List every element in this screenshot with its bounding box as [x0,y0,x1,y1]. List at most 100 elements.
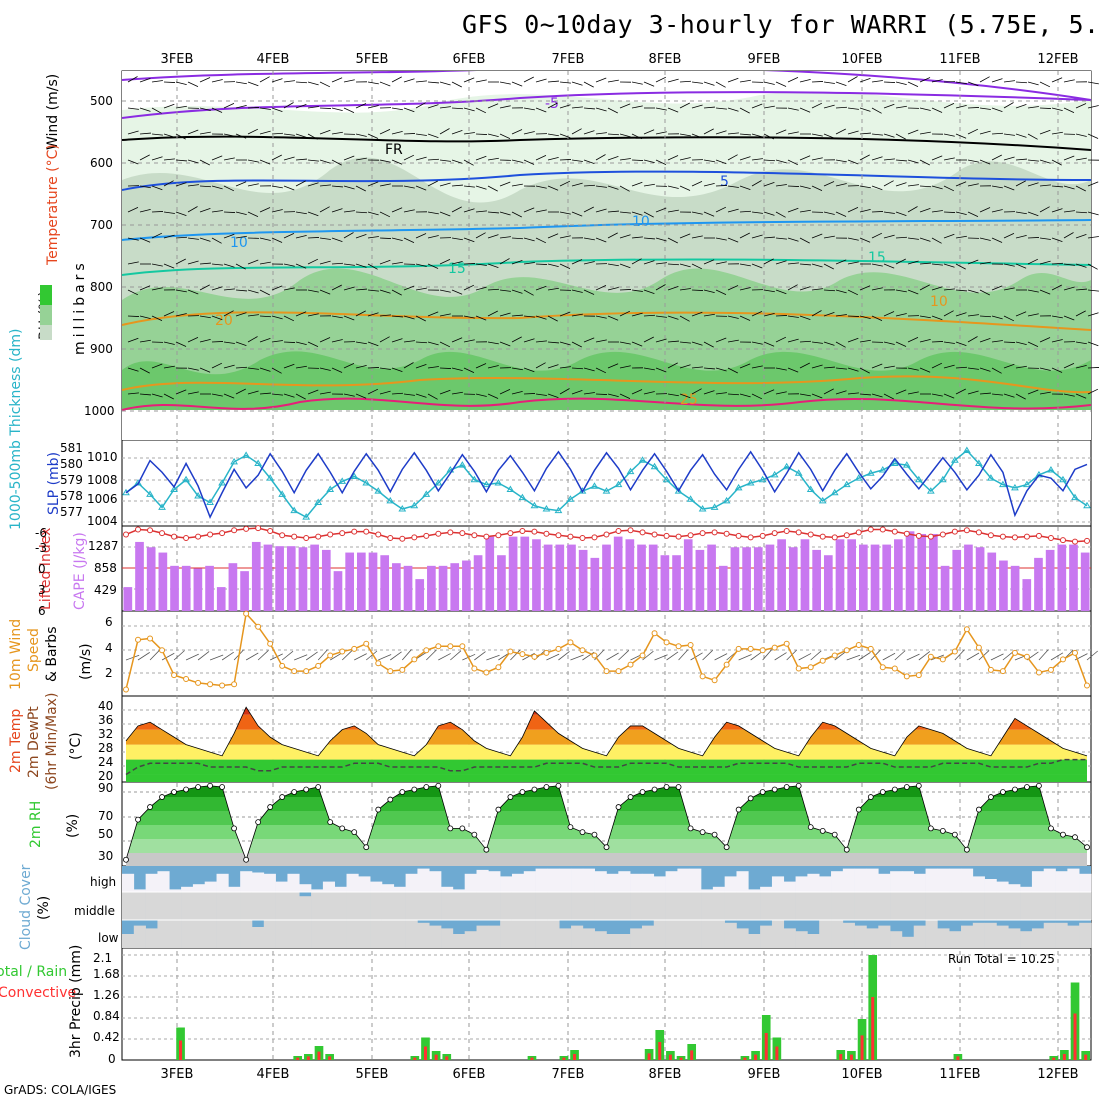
wind-barb [583,206,594,213]
wind-barb [583,81,594,88]
wind-barb [163,393,174,400]
wind10-barb [714,653,728,661]
wind-barb [211,393,223,397]
wind-barb [703,341,714,348]
cloud-low-cell [771,920,785,948]
wind-barb [415,287,427,291]
wind10-speed-line-point [291,668,298,675]
wind-barb [631,289,643,292]
thickness-line-point [410,501,419,509]
lifted-index-line-point [1035,532,1042,539]
cape-bar [450,563,460,611]
wind-barb [991,132,1004,135]
wind-barb [1015,393,1026,400]
cape-bar [228,563,238,611]
cape-tick: 429 [94,583,117,597]
wind10-speed-line-point [327,652,334,659]
wind10-speed-line-point [171,672,178,679]
cloud-low-cell [511,920,525,948]
wind-barb [523,393,536,395]
wind-barb [667,362,678,369]
cloud-low-cell [937,928,950,948]
cape-bar [135,541,144,611]
wind-barb [559,104,571,109]
lifted-index-line-point [675,533,682,540]
cape-bar [275,546,284,611]
wind-barb [895,211,907,216]
wind-barb [331,262,344,265]
wind-barb [703,259,715,265]
wind-barb [703,128,714,135]
cloud-high-cell [653,876,666,892]
wind-barb [367,263,378,270]
cloud-high-cell [228,886,241,892]
chart-title: GFS 0~10day 3-hourly for WARRI (5.75E, 5… [462,10,1100,39]
thickness-line-point [770,470,779,478]
cape-bar [859,544,868,611]
wind-barb [907,184,919,187]
wind-barb [211,210,223,213]
wind-barb [967,289,979,294]
thickness-line-point [806,485,815,492]
lifted-index-line-point [219,530,226,537]
thickness-line-point [950,456,959,463]
cloud-middle-cell [523,892,536,920]
wind-barb [415,102,426,109]
thickness-line-point [878,466,887,473]
cape-bar [1022,579,1032,611]
precip-tick: 0.84 [93,1009,120,1023]
cloud-high-cell [169,889,182,892]
rh-point [351,829,358,836]
wind-barb [643,129,655,135]
wind-barb [871,185,883,191]
wind-barb [415,364,427,369]
wind-barb [451,237,463,241]
temp-area [126,707,1087,782]
cloud-high-cell [441,886,454,892]
cloud-high-cell [1055,871,1068,892]
wind-barb [391,261,403,265]
wind-barb [547,80,559,83]
thickness-line-point [890,459,899,466]
wind-barb [487,365,499,369]
wind-barb [439,81,451,86]
wind-barb [871,263,883,267]
wind-barb [715,261,727,265]
cape-bar [999,560,1008,611]
wind-barb [307,258,319,265]
wind-barb [715,185,728,187]
wind10-speed-line-point [363,640,370,647]
cloud-high-cell [311,889,324,892]
wind-barb [271,237,283,243]
wind-barb [583,261,595,265]
wind-barb [463,284,475,291]
wind-barb [883,103,895,109]
wind-barb [679,133,691,137]
wind-barb [187,237,199,240]
cloud-high-cell [1067,868,1080,892]
wind-barb [547,364,559,369]
wind-barb [331,131,343,135]
thick-tick: 580 [60,457,83,471]
rh-point [363,844,370,851]
temp2m-label: 2m Temp [8,709,24,773]
cloud-middle-cell [1055,892,1068,920]
cloud-high-cell [771,876,785,892]
wind-barb [991,285,1003,291]
precip-axis: Total / Rain Convective 3hr Precip (mm) … [0,945,1055,1066]
thickness-line-point [182,475,190,483]
wind-barb [787,159,799,166]
wind-barb [979,237,991,241]
thickness-line-point [302,513,311,520]
wind-barb [607,79,619,83]
wind-barb [739,315,751,321]
wind-barb [475,107,487,114]
wind-barb [799,286,811,291]
wind-barb [295,104,307,109]
wind-barb [907,336,919,343]
wind10-speed-line-point [543,649,550,656]
wind-barb [619,234,631,239]
wind-barb [211,155,223,161]
cloud-middle-cell [866,892,879,920]
